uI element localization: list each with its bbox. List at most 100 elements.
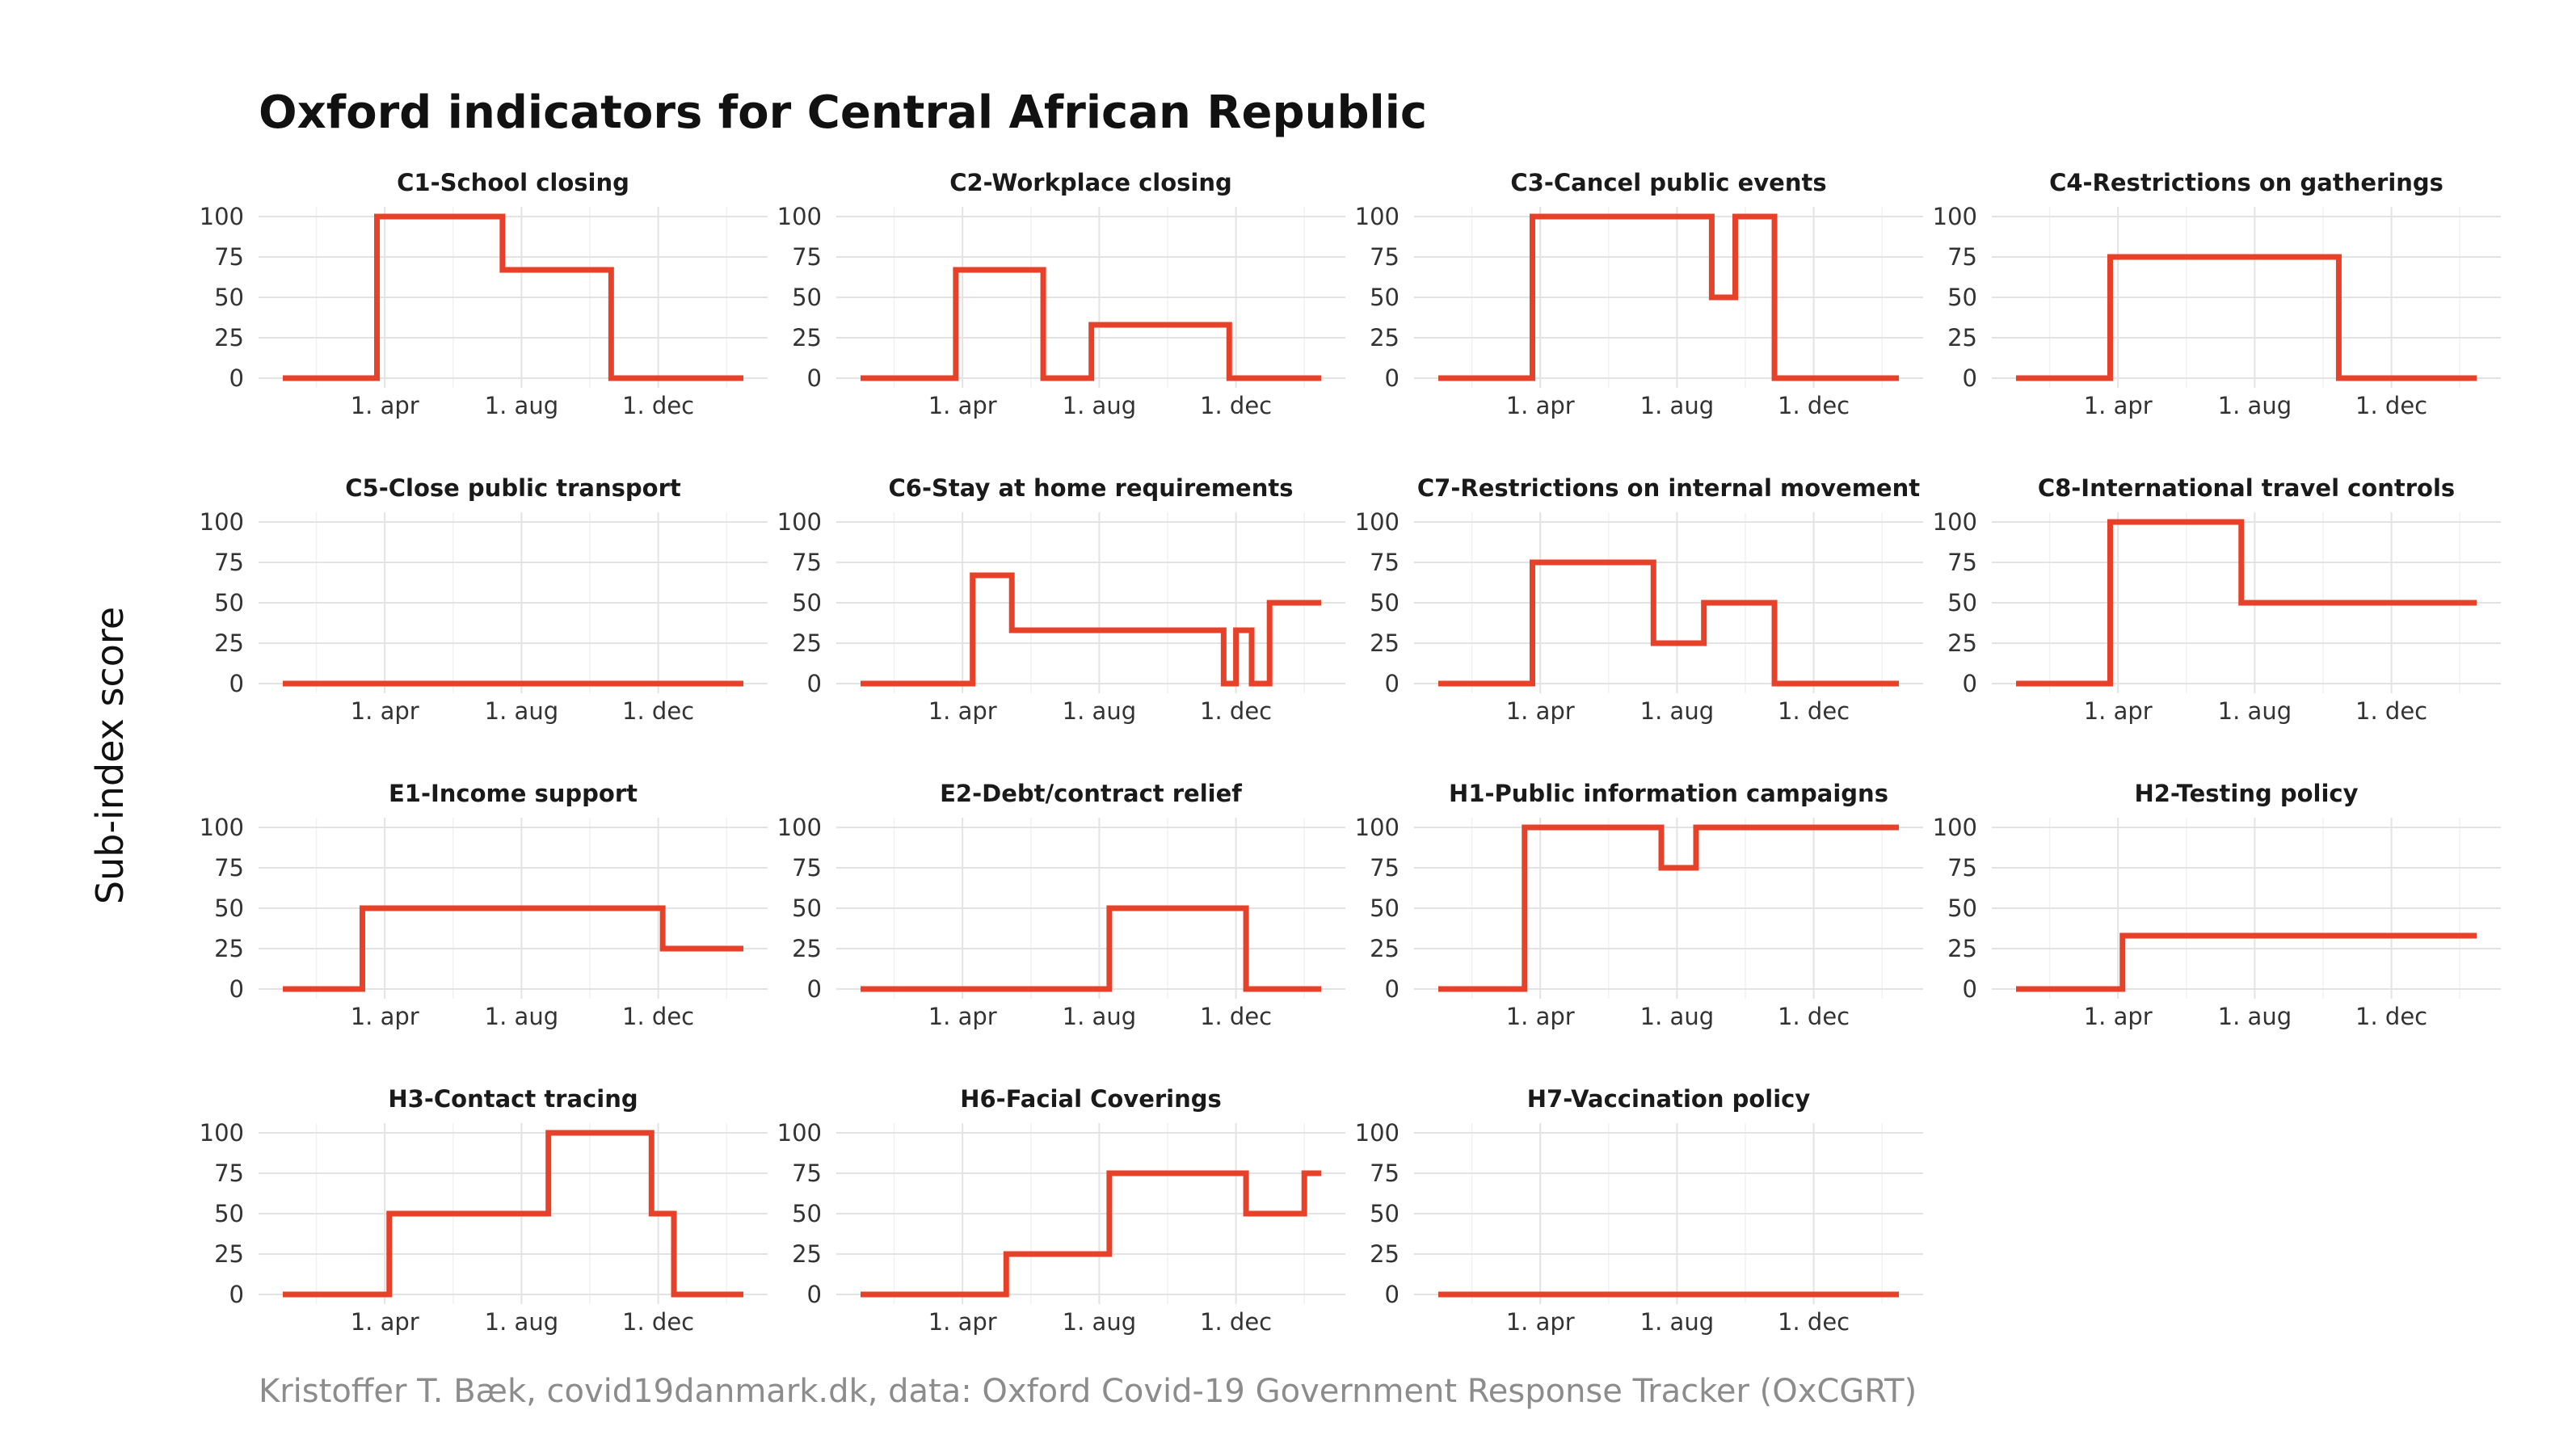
x-tick-label: 1. aug [485,392,558,419]
y-tick-label: 100 [1355,814,1400,841]
panel-7: 0 25 50 75 100 1. apr 1. aug 1. dec C7-Restricti… [1355,474,1923,725]
panel-14: 0 25 50 75 100 1. apr 1. aug 1. dec H6-Facial Co… [777,1085,1345,1336]
y-tick-label: 25 [1947,629,1977,657]
x-tick-label: 1. dec [2355,392,2427,419]
panel-4: 0 25 50 75 100 1. apr 1. aug 1. dec C4-Restricti… [1933,169,2501,419]
y-tick-label: 25 [1370,629,1400,657]
y-tick-label: 100 [200,203,244,230]
x-tick-label: 1. dec [1778,1308,1850,1336]
panel-1: 0 25 50 75 100 1. apr 1. aug 1. dec C1-School cl… [200,169,768,419]
y-tick-label: 0 [1963,364,1977,392]
y-tick-label: 25 [792,935,822,962]
series-line [1438,824,1899,992]
y-tick-label: 75 [1947,854,1977,882]
x-tick-label: 1. apr [351,392,419,419]
y-tick-label: 100 [1933,814,1977,841]
x-tick-label: 1. dec [1200,697,1272,725]
y-tick-label: 0 [229,364,244,392]
y-tick-label: 100 [1933,203,1977,230]
y-tick-label: 0 [807,975,822,1003]
x-tick-label: 1. aug [1063,1003,1136,1030]
series-line [2016,519,2477,687]
y-tick-label: 75 [1370,1160,1400,1187]
y-tick-label: 50 [792,1200,822,1227]
panel-5: 0 25 50 75 100 1. apr 1. aug 1. dec C5-Close pub… [200,474,768,725]
y-tick-label: 75 [1947,549,1977,576]
y-tick-label: 25 [214,935,244,962]
x-tick-label: 1. apr [2084,697,2153,725]
x-tick-label: 1. aug [1640,697,1714,725]
panel-title: C8-International travel controls [2038,474,2455,502]
panel-title: C3-Cancel public events [1510,169,1826,196]
y-tick-label: 75 [214,549,244,576]
y-tick-label: 0 [1385,1281,1400,1308]
x-tick-label: 1. apr [1506,697,1575,725]
x-tick-label: 1. dec [1200,1308,1272,1336]
x-tick-label: 1. apr [928,392,997,419]
panel-3: 0 25 50 75 100 1. apr 1. aug 1. dec C3-Cancel pu… [1355,169,1923,419]
y-tick-label: 50 [1947,284,1977,311]
x-tick-label: 1. aug [1640,1003,1714,1030]
series-line [2016,254,2477,381]
x-tick-label: 1. dec [2355,697,2427,725]
y-tick-label: 100 [777,508,822,536]
y-tick-label: 75 [792,243,822,271]
x-tick-label: 1. dec [1778,1003,1850,1030]
series-line [861,1170,1321,1298]
x-tick-label: 1. aug [1063,697,1136,725]
series-line [861,267,1321,381]
y-tick-label: 75 [792,854,822,882]
series-line [861,572,1321,687]
y-tick-label: 100 [1355,203,1400,230]
y-tick-label: 100 [1355,1119,1400,1147]
y-tick-label: 75 [214,854,244,882]
panel-title: C6-Stay at home requirements [889,474,1294,502]
y-tick-label: 50 [792,894,822,922]
y-tick-label: 75 [214,243,244,271]
y-tick-label: 75 [792,549,822,576]
x-tick-label: 1. aug [1063,1308,1136,1336]
panel-title: H6-Facial Coverings [960,1085,1222,1113]
panels: 0 25 50 75 100 1. apr 1. aug 1. dec C1-School cl… [200,169,2501,1336]
x-tick-label: 1. dec [622,697,694,725]
x-tick-label: 1. aug [1640,392,1714,419]
panel-title: H2-Testing policy [2134,780,2358,807]
panel-title: C4-Restrictions on gatherings [2049,169,2443,196]
x-tick-label: 1. apr [1506,392,1575,419]
y-tick-label: 0 [807,670,822,697]
y-tick-label: 0 [229,670,244,697]
panel-2: 0 25 50 75 100 1. apr 1. aug 1. dec C2-Workplace… [777,169,1345,419]
y-tick-label: 100 [1933,508,1977,536]
y-tick-label: 50 [1947,589,1977,617]
y-tick-label: 75 [1947,243,1977,271]
y-tick-label: 50 [214,589,244,617]
y-axis-label: Sub-index score [88,607,132,904]
series-line [1438,213,1899,381]
x-tick-label: 1. dec [622,1003,694,1030]
x-tick-label: 1. dec [622,392,694,419]
x-tick-label: 1. dec [1200,392,1272,419]
y-tick-label: 25 [1370,324,1400,351]
y-tick-label: 0 [807,364,822,392]
x-tick-label: 1. dec [1778,697,1850,725]
panel-10: 0 25 50 75 100 1. apr 1. aug 1. dec E2-Debt/cont… [777,780,1345,1030]
series-line [283,905,743,992]
series-line [1438,559,1899,687]
y-tick-label: 25 [1370,1240,1400,1268]
y-tick-label: 0 [229,975,244,1003]
panel-title: E1-Income support [389,780,638,807]
x-tick-label: 1. aug [2218,697,2292,725]
panel-title: C7-Restrictions on internal movement [1417,474,1920,502]
y-tick-label: 0 [1385,670,1400,697]
y-tick-label: 100 [777,1119,822,1147]
y-tick-label: 25 [1947,935,1977,962]
panel-title: C5-Close public transport [345,474,681,502]
y-tick-label: 25 [214,324,244,351]
y-tick-label: 25 [214,629,244,657]
x-tick-label: 1. apr [2084,1003,2153,1030]
x-tick-label: 1. aug [485,1003,558,1030]
y-tick-label: 0 [1963,670,1977,697]
x-tick-label: 1. apr [351,1308,419,1336]
series-line [283,213,743,381]
panel-13: 0 25 50 75 100 1. apr 1. aug 1. dec H3-Contact t… [200,1085,768,1336]
